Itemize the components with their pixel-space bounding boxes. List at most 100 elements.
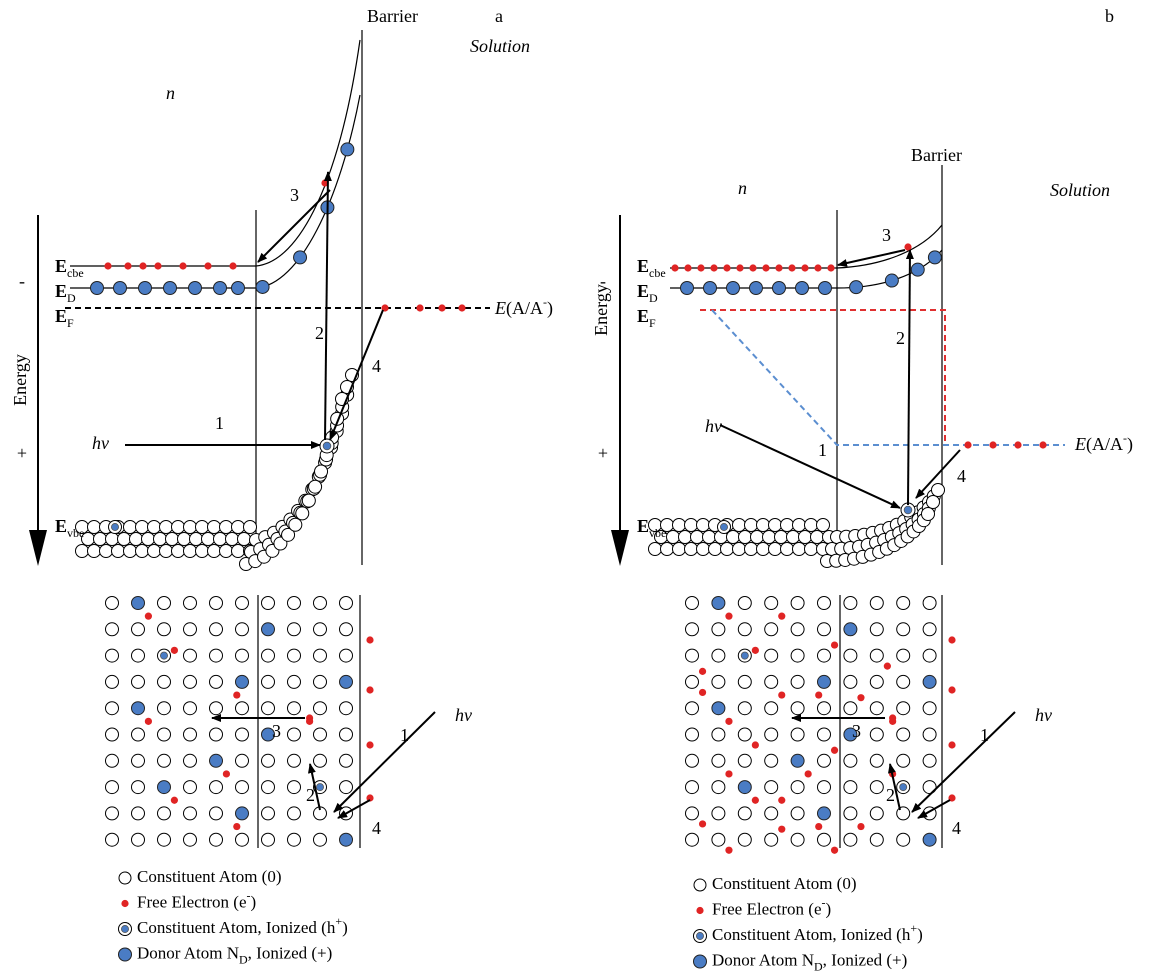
atom — [686, 675, 699, 688]
atom — [745, 519, 758, 532]
donor — [727, 282, 740, 295]
atom — [757, 543, 770, 556]
legend-entry: Donor Atom ND, Ionized (+) — [712, 950, 907, 973]
step-label: 4 — [372, 818, 381, 838]
atom — [897, 728, 910, 741]
electron — [699, 668, 706, 675]
atom — [745, 543, 758, 556]
atom — [288, 702, 301, 715]
atom — [262, 807, 275, 820]
atom — [799, 531, 812, 544]
electron — [805, 770, 812, 777]
atom — [793, 543, 806, 556]
atom — [184, 702, 197, 715]
atom — [314, 597, 327, 610]
atom — [112, 545, 125, 558]
legend-entry: Constituent Atom, Ionized (h+) — [712, 921, 923, 944]
atom — [649, 543, 662, 556]
legend-entry: Constituent Atom (0) — [137, 867, 282, 886]
donor — [750, 282, 763, 295]
step-label: 4 — [372, 356, 381, 376]
atom — [712, 649, 725, 662]
legend-entry: Constituent Atom (0) — [712, 874, 857, 893]
donor — [158, 781, 171, 794]
donor — [340, 675, 353, 688]
atom — [232, 521, 245, 534]
legend-entry-part: Donor Atom N — [712, 950, 814, 969]
electron — [458, 304, 465, 311]
level-label-part: cbe — [67, 266, 84, 280]
step-label: 1 — [400, 725, 409, 745]
electron — [831, 641, 838, 648]
atom — [897, 675, 910, 688]
donor — [911, 263, 924, 276]
electron — [104, 262, 111, 269]
donor — [236, 675, 249, 688]
atom — [667, 531, 680, 544]
atom — [765, 702, 778, 715]
donor — [694, 955, 707, 968]
donor — [818, 675, 831, 688]
atom — [818, 781, 831, 794]
donor — [139, 282, 152, 295]
atom — [236, 754, 249, 767]
legend-entry-part: Constituent Atom (0) — [712, 874, 857, 893]
atom — [897, 623, 910, 636]
atom — [791, 623, 804, 636]
energy-arrowhead — [29, 530, 47, 566]
electron — [366, 741, 373, 748]
atom — [132, 833, 145, 846]
photon-label: hv — [705, 416, 722, 436]
electron — [366, 686, 373, 693]
atom — [132, 675, 145, 688]
atom — [132, 649, 145, 662]
atom — [686, 728, 699, 741]
atom — [314, 702, 327, 715]
atom — [262, 675, 275, 688]
atom — [132, 781, 145, 794]
donor — [681, 282, 694, 295]
step-label: 3 — [290, 185, 299, 205]
donor — [236, 807, 249, 820]
ionized-core — [900, 784, 907, 791]
atom — [288, 833, 301, 846]
electron — [723, 264, 730, 271]
electron — [233, 691, 240, 698]
atom — [757, 519, 770, 532]
donor — [738, 781, 751, 794]
level-label-part: E — [55, 281, 67, 301]
atom — [340, 781, 353, 794]
atom — [158, 754, 171, 767]
electron — [815, 691, 822, 698]
atom — [769, 543, 782, 556]
atom — [106, 728, 119, 741]
electron — [948, 636, 955, 643]
electron — [121, 900, 128, 907]
atom — [288, 728, 301, 741]
donor — [844, 623, 857, 636]
electron — [145, 718, 152, 725]
atom — [106, 702, 119, 715]
atom — [870, 702, 883, 715]
level-label-part: E — [637, 516, 649, 536]
donor — [164, 282, 177, 295]
atom — [818, 597, 831, 610]
electron — [857, 823, 864, 830]
donor — [114, 282, 127, 295]
solution-label: Solution — [470, 36, 530, 56]
atom — [314, 728, 327, 741]
atom — [210, 597, 223, 610]
atom — [805, 543, 818, 556]
atom — [870, 623, 883, 636]
atom — [791, 702, 804, 715]
atom — [844, 649, 857, 662]
electron — [752, 741, 759, 748]
atom — [314, 649, 327, 662]
level-label-part: F — [67, 316, 74, 330]
electron — [889, 714, 896, 721]
atom — [262, 833, 275, 846]
atom — [897, 807, 910, 820]
atom — [166, 533, 179, 546]
energy-label: Energy — [10, 354, 30, 406]
atom — [712, 675, 725, 688]
